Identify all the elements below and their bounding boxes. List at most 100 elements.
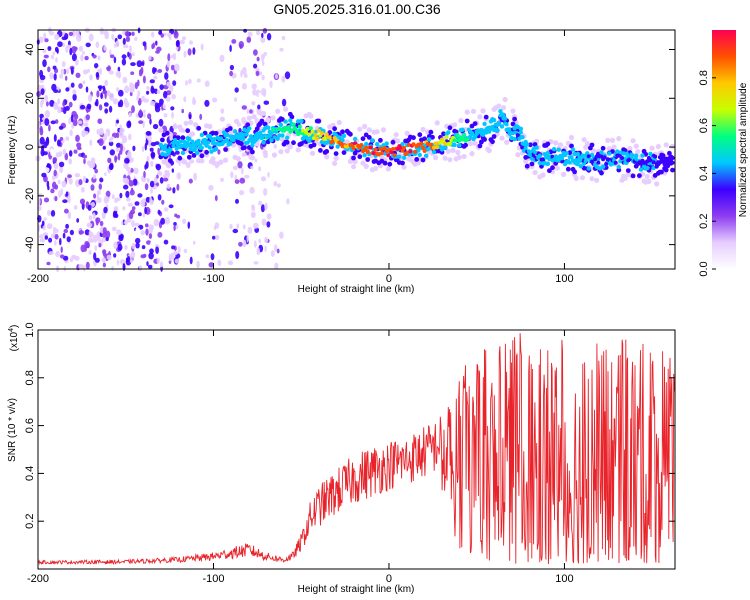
noise-cell bbox=[176, 214, 181, 219]
noise-cell bbox=[94, 257, 100, 263]
noise-cell bbox=[150, 85, 154, 94]
snr-scale-base: (x10 bbox=[9, 331, 20, 351]
noise-cell bbox=[39, 136, 45, 145]
noise-cell bbox=[68, 150, 73, 157]
noise-cell bbox=[95, 71, 100, 78]
noise-cell bbox=[108, 70, 114, 75]
ridge-cell bbox=[502, 96, 508, 103]
ridge-cell bbox=[309, 150, 316, 156]
ridge-cell bbox=[380, 127, 387, 133]
ridge-cell bbox=[171, 144, 176, 148]
ridge-cell bbox=[212, 137, 217, 141]
snr-ytick-label: 0.4 bbox=[24, 466, 36, 481]
noise-cell bbox=[220, 177, 224, 182]
noise-cell bbox=[122, 263, 126, 271]
ridge-cell bbox=[502, 116, 508, 121]
snr-axes: -200 -100 0 100 0.2 0.4 0.6 0.8 1.0 bbox=[24, 322, 675, 585]
ridge-cell bbox=[250, 149, 255, 155]
noise-cell bbox=[60, 188, 64, 196]
noise-cell bbox=[134, 36, 138, 41]
ridge-cell bbox=[393, 132, 399, 138]
ridge-cell bbox=[452, 142, 457, 148]
colorbar-label: Normalized spectral amplitude bbox=[738, 82, 749, 217]
noise-cell bbox=[175, 40, 180, 48]
ridge-cell bbox=[225, 138, 230, 142]
noise-cell bbox=[89, 139, 93, 146]
snr-xtick-label: 100 bbox=[555, 573, 573, 585]
noise-cell bbox=[135, 227, 141, 236]
colorbar-tick-label: 0.6 bbox=[698, 118, 710, 133]
noise-cell bbox=[106, 254, 112, 261]
noise-cell bbox=[154, 105, 161, 113]
noise-cell bbox=[116, 119, 119, 124]
noise-cell bbox=[62, 199, 68, 204]
noise-cell bbox=[95, 98, 99, 107]
noise-cell bbox=[64, 208, 69, 214]
ridge-cell bbox=[158, 143, 163, 147]
noise-cell bbox=[145, 223, 149, 228]
noise-cell bbox=[68, 101, 73, 108]
noise-cell bbox=[47, 66, 51, 73]
ridge-cell bbox=[374, 129, 380, 135]
ridge-cell bbox=[363, 163, 369, 169]
noise-cell bbox=[60, 246, 63, 253]
noise-cell bbox=[121, 58, 127, 66]
noise-cell bbox=[127, 202, 133, 207]
noise-cell bbox=[98, 138, 104, 147]
ridge-cell bbox=[261, 128, 266, 133]
noise-cell bbox=[188, 178, 193, 184]
noise-cell bbox=[43, 54, 49, 59]
noise-cell bbox=[44, 95, 49, 102]
noise-cell bbox=[172, 80, 177, 86]
noise-cell bbox=[250, 165, 254, 170]
noise-cell bbox=[217, 149, 221, 155]
snr-scale-close: ) bbox=[9, 325, 20, 328]
noise-cell bbox=[114, 197, 119, 203]
noise-cell bbox=[140, 66, 144, 75]
ridge-cell bbox=[471, 136, 476, 141]
figure-title: GN05.2025.316.01.00.C36 bbox=[273, 1, 441, 17]
ridge-cell bbox=[523, 146, 528, 151]
noise-cell bbox=[183, 50, 187, 58]
ridge-cell bbox=[627, 146, 633, 152]
noise-cell bbox=[54, 196, 58, 202]
noise-cell bbox=[270, 250, 275, 257]
noise-cell bbox=[59, 166, 64, 174]
ridge-cell bbox=[556, 147, 561, 152]
noise-cell bbox=[149, 118, 152, 125]
ridge-cell bbox=[316, 128, 321, 133]
ridge-cell bbox=[284, 148, 290, 154]
ridge-cell bbox=[308, 113, 314, 119]
noise-cell bbox=[155, 163, 162, 171]
ridge-cell bbox=[331, 139, 335, 143]
noise-cell bbox=[241, 167, 244, 175]
ridge-cell bbox=[186, 154, 192, 160]
spectrogram-xtick-label: 100 bbox=[555, 273, 573, 285]
ridge-cell bbox=[350, 164, 357, 170]
ridge-cell bbox=[480, 108, 486, 114]
noise-cell bbox=[120, 143, 123, 152]
ridge-cell bbox=[260, 110, 267, 116]
noise-cell bbox=[144, 142, 147, 151]
noise-cell bbox=[96, 128, 100, 135]
noise-cell bbox=[211, 97, 218, 103]
ridge-cell bbox=[472, 140, 478, 146]
ridge-cell bbox=[289, 128, 294, 133]
ridge-cell bbox=[296, 119, 301, 124]
noise-cell bbox=[238, 241, 243, 247]
noise-cell bbox=[258, 238, 262, 244]
ridge-cell bbox=[495, 128, 500, 133]
noise-cell bbox=[173, 52, 177, 61]
ridge-cell bbox=[570, 147, 576, 152]
ridge-cell bbox=[411, 142, 416, 147]
ridge-cell bbox=[341, 133, 347, 139]
noise-cell bbox=[72, 119, 78, 127]
ridge-cell bbox=[589, 176, 595, 182]
ridge-cell bbox=[458, 117, 464, 124]
noise-cell bbox=[256, 29, 260, 36]
ridge-cell bbox=[193, 145, 198, 151]
ridge-cell bbox=[625, 168, 631, 174]
noise-cell bbox=[274, 244, 278, 252]
noise-cell bbox=[111, 265, 114, 271]
ridge-cell bbox=[645, 159, 650, 164]
